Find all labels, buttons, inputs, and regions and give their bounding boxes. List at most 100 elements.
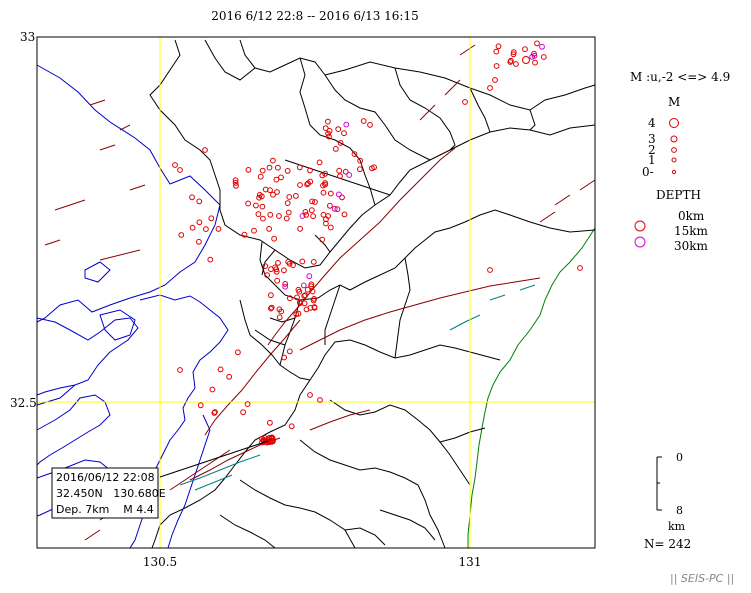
event-count: N= 242 (644, 537, 691, 551)
epicenter-marker (293, 311, 300, 318)
epicenter-marker (295, 286, 302, 293)
epicenter-marker (335, 126, 342, 133)
popup-location: 32.450N 130.680E (56, 487, 166, 500)
scale-bottom-label: 8 (676, 504, 683, 517)
admin-borders (149, 39, 596, 549)
epicenter-marker (245, 167, 252, 173)
epicenter-marker (510, 49, 517, 56)
epicenter-marker (510, 51, 517, 58)
epicenter-marker (357, 157, 364, 164)
map-border (36, 36, 596, 549)
epicenter-marker (332, 146, 339, 152)
epicenter-marker (259, 167, 266, 174)
epicenter-marker (285, 209, 292, 216)
epicenter-marker (341, 211, 348, 218)
epicenter-marker (343, 121, 350, 128)
legend-mag-1: 1 (648, 153, 656, 167)
epicenter-marker (311, 296, 318, 302)
epicenter-marker (286, 194, 293, 200)
epicenter-marker (360, 118, 367, 124)
circle-icon (634, 236, 646, 248)
epicenter-marker (251, 227, 257, 234)
epicenter-marker (492, 77, 498, 83)
epicenter-marker (308, 207, 315, 214)
epicenter-marker (317, 397, 323, 403)
legend-mag-3: 3 (648, 132, 656, 146)
legend-depth-title: DEPTH (656, 188, 701, 202)
epicenter-marker (303, 306, 310, 313)
epicenter-marker (487, 267, 493, 273)
epicenter-marker (244, 401, 251, 408)
epicenter-marker (302, 292, 309, 299)
epicenter-marker (259, 203, 266, 210)
legend-depth-0: 0km (678, 209, 705, 223)
scale-unit: km (668, 520, 686, 533)
coastline (36, 64, 229, 549)
epicenter-marker (264, 272, 271, 279)
epicenter-marker (369, 165, 375, 172)
legend: M :u,-2 <=> 4.9 M 4 3 2 1 0- DEPTH 0km 1… (630, 70, 730, 551)
epicenter-marker (531, 50, 537, 57)
popup-depth-magnitude: Dep. 7km M 4.4 (56, 503, 154, 516)
epicenter-marker (297, 225, 304, 232)
epicenter-marker (351, 151, 358, 158)
epicenters (172, 40, 583, 446)
epicenter-marker (331, 205, 338, 212)
lat-label-32-5: 32.5 (10, 396, 37, 410)
epicenter-marker (312, 199, 318, 205)
epicenter-marker (299, 213, 306, 219)
epicenter-marker (297, 182, 303, 188)
epicenter-marker (270, 157, 276, 164)
epicenter-marker (196, 219, 203, 226)
epicenter-marker (232, 180, 239, 186)
scale-bar (656, 456, 662, 511)
epicenter-marker (177, 367, 183, 373)
epicenter-marker (275, 164, 281, 171)
epicenter-marker (507, 59, 514, 65)
epicenter-marker (196, 198, 203, 205)
epicenter-marker (310, 259, 317, 265)
epicenter-marker (322, 125, 329, 132)
epicenter-marker (320, 211, 327, 218)
epicenter-marker (266, 226, 273, 232)
event-popup[interactable]: 2016/06/12 22:08 32.450N 130.680E Dep. 7… (51, 467, 166, 519)
graticule (37, 37, 595, 548)
map-title: 2016 6/12 22:8 -- 2016 6/13 16:15 (211, 9, 419, 23)
epicenter-marker (207, 256, 214, 263)
circle-icon (634, 220, 646, 232)
popup-connector (159, 440, 269, 478)
epicenter-marker (357, 166, 363, 173)
epicenter-marker (341, 130, 347, 137)
epicenter-marker (266, 164, 273, 171)
epicenter-marker (327, 224, 334, 231)
epicenter-marker (282, 283, 289, 290)
epicenter-marker (274, 277, 281, 284)
epicenter-marker (245, 200, 252, 207)
epicenter-marker (322, 170, 329, 177)
epicenter-marker (577, 265, 583, 271)
epicenter-marker (307, 178, 314, 185)
epicenter-marker (320, 189, 327, 196)
epicenter-marker (177, 167, 183, 173)
epicenter-marker (283, 215, 290, 222)
epicenter-marker (281, 267, 287, 274)
active-faults (44, 44, 596, 541)
epicenter-marker (260, 215, 266, 222)
epicenter-marker (539, 43, 545, 50)
epicenter-marker (308, 281, 315, 288)
epicenter-marker (325, 118, 331, 125)
teal-faults (179, 284, 536, 491)
epicenter-marker (294, 294, 300, 301)
epicenter-marker (215, 226, 222, 232)
epicenter-marker (303, 212, 310, 218)
epicenter-marker (367, 122, 373, 128)
legend-mag-2: 2 (648, 143, 656, 157)
epicenter-marker (487, 85, 493, 91)
epicenter-marker (268, 304, 275, 311)
epicenter-marker (203, 226, 209, 233)
epicenter-marker (301, 300, 308, 307)
epicenter-marker (288, 423, 295, 430)
epicenter-marker (241, 231, 248, 238)
epicenter-marker (309, 198, 316, 205)
epicenter-marker (273, 266, 280, 273)
